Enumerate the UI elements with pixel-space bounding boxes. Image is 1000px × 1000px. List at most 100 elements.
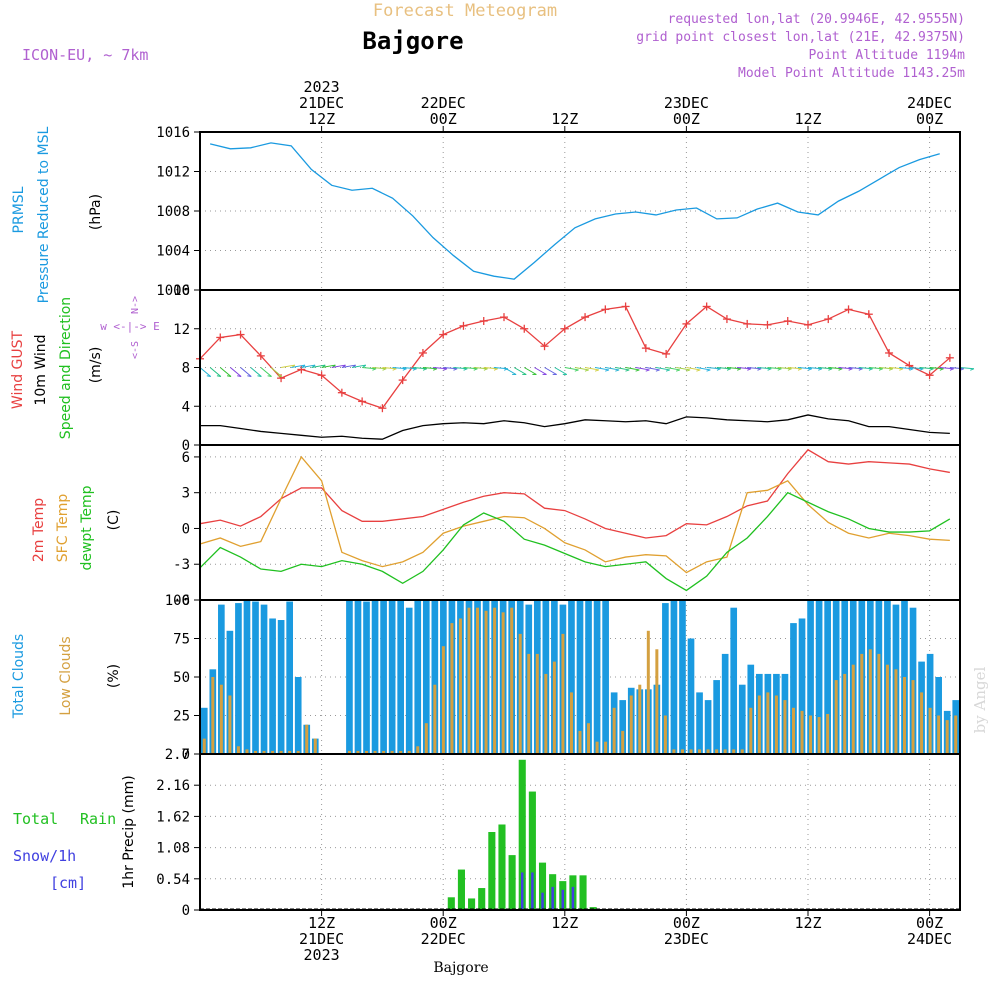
total-cloud-bar [704,700,712,754]
wind-direction-arrow [463,367,478,371]
wind-gust-line-marker [925,371,934,380]
wind-arrow-head [909,368,914,371]
location-title: Bajgore [362,27,463,55]
y-tick-label: 8 [182,361,190,377]
wind-arrow-head [838,368,843,371]
total-cloud-bar [619,700,627,754]
low-cloud-bar [202,738,206,754]
wind-direction-arrow [919,367,934,371]
wind-gust-line-marker [682,319,691,328]
wind-direction-arrow [402,367,417,371]
wind-arrow-shaft [473,367,488,370]
low-cloud-bar [211,677,215,754]
wind-direction-arrow [564,367,579,372]
total-cloud-bar [431,600,439,754]
wind-gust-line-marker [864,310,873,319]
low-cloud-bar [723,749,727,754]
snow-bar [541,892,544,910]
low-cloud-bar [621,730,625,754]
wind-arrow-head [574,369,579,372]
wind-arrow-head [665,369,670,372]
y-tick-label: 1004 [156,244,190,260]
temp-label-dewpt: dewpt Temp [79,485,95,570]
top-time-label: 12Z [551,110,578,128]
low-cloud-bar [749,707,753,754]
bottom-time-label: 2023 [304,946,340,964]
wind-gust-line-marker [337,388,346,397]
y-tick-label: 0.54 [156,872,190,888]
bottom-time-label: 12Z [551,914,578,932]
low-cloud-bar [305,724,309,754]
point-altitude: Point Altitude 1194m [808,48,965,63]
temp-unit: (C) [106,510,122,531]
y-tick-label: 3 [182,486,190,502]
low-cloud-bar [774,695,778,754]
wind-arrow-head [402,368,407,371]
wind-direction-arrow [787,367,802,371]
low-cloud-bar [706,749,710,754]
wind-arrow-shaft [807,367,822,370]
wind-direction-arrow [848,367,863,371]
wind-arrow-head [645,369,650,372]
wind-arrow-head [372,368,377,371]
wind-arrow-shaft [209,367,222,377]
y-tick-label: 4 [182,399,190,415]
wind-arrow-shaft [919,367,934,370]
clouds-label-low: Low Clouds [58,636,74,715]
wind-gust-line-marker [439,330,448,339]
wind-arrow-shaft [777,367,792,370]
low-cloud-bar [646,630,650,754]
credit-watermark: by Angel [971,666,989,733]
temp-label-2m: 2m Temp [31,498,47,562]
low-cloud-bar [902,677,906,754]
low-cloud-bar [954,715,958,754]
total-cloud-bar [568,600,575,754]
low-cloud-bar [501,612,505,754]
wind-gust-line-marker [945,353,954,362]
wind-direction-arrow [209,367,222,377]
wind-arrow-shaft [666,367,681,371]
low-cloud-bar [347,750,351,754]
wind-gust-line-marker [256,351,265,360]
wind-arrow-shaft [311,364,326,368]
top-time-label: 24DEC [907,94,952,112]
wind-arrow-head [747,368,752,371]
wind-arrow-head [858,368,863,371]
temp-sfc-line [199,455,950,574]
wind-arrow-head [899,368,904,371]
low-cloud-bar [834,680,838,754]
wind-arrow-shaft [483,367,498,370]
total-cloud-bar [832,600,840,754]
y-tick-label: -3 [173,557,190,573]
wind-arrow-head [216,375,221,377]
wind-direction-arrow [219,367,232,377]
wind-arrow-head [422,368,427,371]
wind-arrow-shaft [909,367,924,370]
wind-direction-arrow [929,367,944,371]
low-cloud-bar [655,649,659,754]
wind-direction-arrow [807,367,823,371]
low-cloud-bar [732,749,736,754]
wind-direction-arrow [767,367,782,371]
wind-direction-arrow [503,367,517,375]
bottom-time-label: 00Z [916,914,943,932]
wind-direction-arrow [250,367,262,377]
wind-arrow-head [463,368,468,371]
wind-direction-arrow [240,367,252,377]
total-cloud-bar [200,707,208,754]
wind-gust-line-marker [743,319,752,328]
low-cloud-bar [510,607,514,754]
wind-arrow-shaft [574,367,589,371]
wind-direction-arrow [838,367,853,371]
wind-direction-arrow [524,367,537,375]
wind-arrow-shaft [858,367,873,370]
wind-direction-arrow [260,367,272,377]
wind-arrow-shaft [787,367,802,370]
wind-arrow-shaft [645,367,660,371]
wind-arrow-head [473,368,478,371]
footer-location: Bajgore [433,960,488,976]
total-cloud-bar [218,604,225,754]
wind-direction-arrow [443,367,458,371]
wind-arrow-shaft [554,367,568,375]
wind-direction-arrow [797,367,813,371]
